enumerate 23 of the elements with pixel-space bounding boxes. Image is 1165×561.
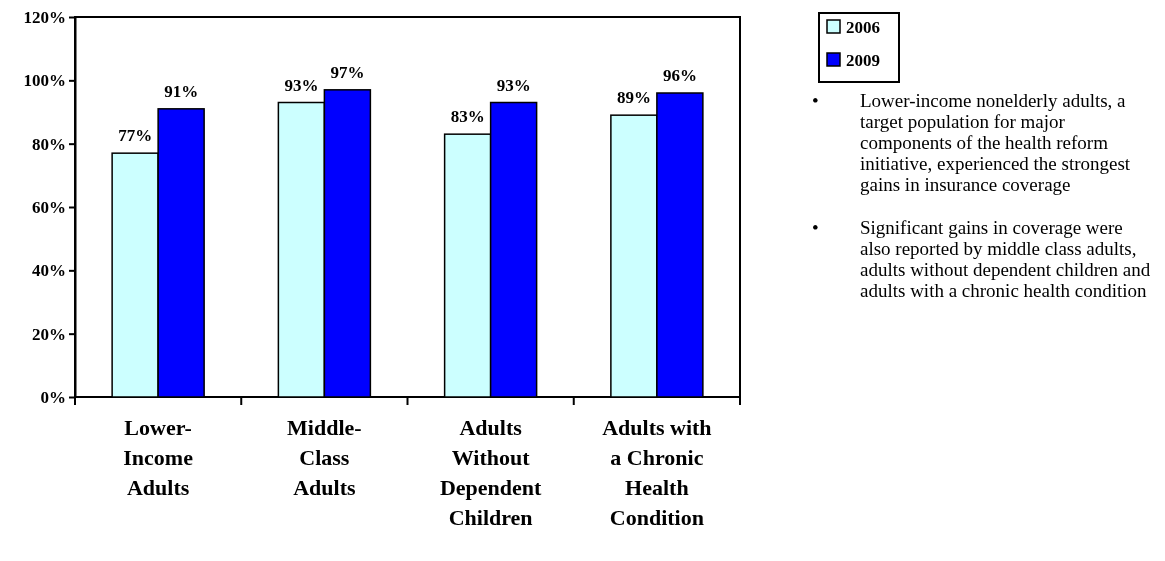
y-tick-label: 100% bbox=[23, 71, 66, 91]
y-tick-label: 60% bbox=[32, 197, 66, 217]
data-label: 93% bbox=[496, 75, 531, 95]
y-tick-label: 120% bbox=[23, 7, 66, 27]
data-label: 91% bbox=[164, 81, 199, 101]
data-label: 96% bbox=[662, 66, 697, 85]
y-tick-label: 0% bbox=[40, 387, 66, 407]
text: • Significant gains in coverage were also reported by middle class adults, adults without dependent children and adults with a chronic health condition bbox=[812, 217, 1152, 301]
data-label: 77% bbox=[118, 126, 153, 146]
x-tick-label: Middle-Class Adults bbox=[287, 415, 362, 500]
x-tick-label: Adults with a Chronic Health Condition bbox=[602, 415, 712, 530]
y-tick-label: 80% bbox=[32, 134, 66, 154]
data-label: 89% bbox=[616, 88, 651, 108]
x-tick-label: Lower-Income Adults bbox=[123, 415, 194, 500]
y-tick-label: 40% bbox=[32, 261, 66, 281]
text: • Lower-income nonelderly adults, a target population for major components of the health reform initiative, experienced the strongest gains in insurance coverage bbox=[812, 90, 1132, 195]
data-label: 83% bbox=[450, 107, 485, 127]
legend-label: 2006 bbox=[846, 18, 880, 37]
x-tick-label: Adults Without Dependent Children bbox=[439, 415, 543, 530]
legend-label: 2009 bbox=[846, 51, 880, 70]
y-tick-label: 20% bbox=[32, 324, 66, 344]
data-label: 97% bbox=[330, 62, 365, 82]
data-label: 93% bbox=[284, 75, 319, 95]
